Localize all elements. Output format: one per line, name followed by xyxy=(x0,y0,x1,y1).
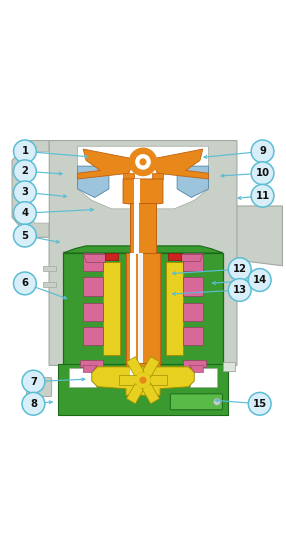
Text: 8: 8 xyxy=(30,399,37,409)
FancyBboxPatch shape xyxy=(223,362,235,371)
Polygon shape xyxy=(83,277,103,296)
Text: 11: 11 xyxy=(255,191,270,200)
Text: 1: 1 xyxy=(21,146,28,156)
Circle shape xyxy=(13,224,36,247)
Circle shape xyxy=(136,155,150,169)
Polygon shape xyxy=(78,146,208,209)
Circle shape xyxy=(13,181,36,204)
Polygon shape xyxy=(63,246,223,253)
Circle shape xyxy=(251,140,274,163)
Polygon shape xyxy=(78,166,109,198)
Polygon shape xyxy=(134,203,139,254)
Polygon shape xyxy=(188,365,203,372)
Text: 2: 2 xyxy=(21,166,28,176)
FancyBboxPatch shape xyxy=(126,253,160,365)
Polygon shape xyxy=(63,251,223,262)
Polygon shape xyxy=(134,179,140,203)
Circle shape xyxy=(129,148,157,175)
Polygon shape xyxy=(183,277,203,296)
Circle shape xyxy=(140,159,146,165)
Polygon shape xyxy=(183,253,203,272)
Polygon shape xyxy=(49,141,248,365)
Circle shape xyxy=(13,160,36,183)
Circle shape xyxy=(13,272,36,295)
Polygon shape xyxy=(183,360,206,367)
FancyBboxPatch shape xyxy=(27,377,52,396)
Circle shape xyxy=(13,140,36,163)
Polygon shape xyxy=(130,203,156,254)
FancyBboxPatch shape xyxy=(43,267,56,272)
Circle shape xyxy=(22,393,45,415)
FancyBboxPatch shape xyxy=(103,262,120,356)
Polygon shape xyxy=(126,384,144,404)
Polygon shape xyxy=(83,254,105,262)
Polygon shape xyxy=(78,149,134,179)
Polygon shape xyxy=(126,357,144,376)
Text: 15: 15 xyxy=(253,399,267,409)
Polygon shape xyxy=(119,375,136,385)
Polygon shape xyxy=(142,384,160,404)
Text: 12: 12 xyxy=(233,264,247,274)
Polygon shape xyxy=(183,327,203,346)
Circle shape xyxy=(229,258,251,281)
Polygon shape xyxy=(150,375,167,385)
Polygon shape xyxy=(83,327,103,346)
Polygon shape xyxy=(23,152,49,223)
Polygon shape xyxy=(92,367,194,395)
Text: 9: 9 xyxy=(259,146,266,156)
Polygon shape xyxy=(83,365,98,372)
Circle shape xyxy=(136,373,150,388)
FancyBboxPatch shape xyxy=(105,253,118,259)
Polygon shape xyxy=(152,149,208,179)
Polygon shape xyxy=(123,173,134,179)
FancyBboxPatch shape xyxy=(170,394,223,410)
Text: 14: 14 xyxy=(253,275,267,285)
Polygon shape xyxy=(83,253,103,272)
Circle shape xyxy=(13,202,36,225)
Circle shape xyxy=(140,377,146,383)
Text: 10: 10 xyxy=(255,168,269,178)
Circle shape xyxy=(22,370,45,393)
Polygon shape xyxy=(12,141,49,237)
FancyBboxPatch shape xyxy=(138,253,143,365)
Polygon shape xyxy=(123,179,163,204)
FancyBboxPatch shape xyxy=(130,362,137,385)
Circle shape xyxy=(229,278,251,301)
Polygon shape xyxy=(177,166,208,198)
Circle shape xyxy=(214,398,221,405)
Circle shape xyxy=(248,393,271,415)
Polygon shape xyxy=(152,173,163,179)
Polygon shape xyxy=(142,357,160,376)
FancyBboxPatch shape xyxy=(166,262,183,356)
Polygon shape xyxy=(69,368,96,387)
Polygon shape xyxy=(80,360,103,367)
Circle shape xyxy=(251,184,274,207)
FancyBboxPatch shape xyxy=(43,282,56,287)
Text: 3: 3 xyxy=(21,188,28,197)
Text: 5: 5 xyxy=(21,231,28,241)
Polygon shape xyxy=(190,368,217,387)
FancyBboxPatch shape xyxy=(126,362,160,385)
Polygon shape xyxy=(181,254,203,262)
Polygon shape xyxy=(57,364,229,415)
Polygon shape xyxy=(183,303,203,321)
Polygon shape xyxy=(63,253,223,365)
Circle shape xyxy=(251,162,274,185)
FancyBboxPatch shape xyxy=(130,253,136,365)
Text: 4: 4 xyxy=(21,208,28,218)
Text: 6: 6 xyxy=(21,278,28,288)
Text: 13: 13 xyxy=(233,285,247,295)
Polygon shape xyxy=(83,303,103,321)
Polygon shape xyxy=(237,206,283,266)
Text: 7: 7 xyxy=(30,377,37,386)
FancyBboxPatch shape xyxy=(168,253,181,259)
Circle shape xyxy=(248,269,271,291)
